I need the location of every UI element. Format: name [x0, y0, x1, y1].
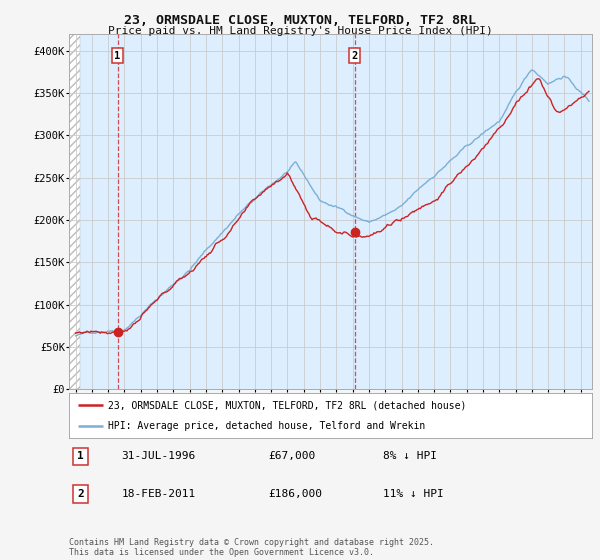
Bar — [67, 34, 80, 389]
Text: 11% ↓ HPI: 11% ↓ HPI — [383, 489, 443, 499]
Text: Price paid vs. HM Land Registry's House Price Index (HPI): Price paid vs. HM Land Registry's House … — [107, 26, 493, 36]
Text: 18-FEB-2011: 18-FEB-2011 — [121, 489, 196, 499]
Text: 2: 2 — [77, 489, 84, 499]
Text: 1: 1 — [115, 50, 121, 60]
Text: 8% ↓ HPI: 8% ↓ HPI — [383, 451, 437, 461]
Text: 23, ORMSDALE CLOSE, MUXTON, TELFORD, TF2 8RL: 23, ORMSDALE CLOSE, MUXTON, TELFORD, TF2… — [124, 14, 476, 27]
Text: £186,000: £186,000 — [268, 489, 322, 499]
Text: Contains HM Land Registry data © Crown copyright and database right 2025.
This d: Contains HM Land Registry data © Crown c… — [69, 538, 434, 557]
Text: 31-JUL-1996: 31-JUL-1996 — [121, 451, 196, 461]
Text: £67,000: £67,000 — [268, 451, 315, 461]
Text: HPI: Average price, detached house, Telford and Wrekin: HPI: Average price, detached house, Telf… — [108, 421, 425, 431]
Text: 23, ORMSDALE CLOSE, MUXTON, TELFORD, TF2 8RL (detached house): 23, ORMSDALE CLOSE, MUXTON, TELFORD, TF2… — [108, 400, 467, 410]
Text: 2: 2 — [352, 50, 358, 60]
Text: 1: 1 — [77, 451, 84, 461]
